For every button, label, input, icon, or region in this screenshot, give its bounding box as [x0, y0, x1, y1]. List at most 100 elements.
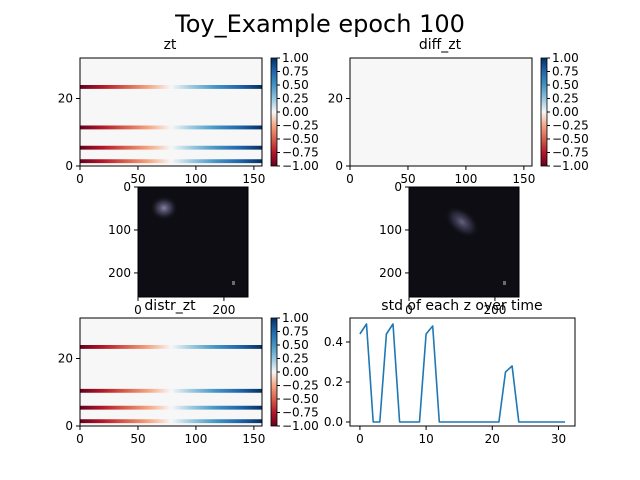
y-tick-label: 0.4: [324, 335, 343, 349]
heatmap-row: [80, 85, 262, 89]
colorbar-tick-label: 0.25: [552, 92, 579, 106]
std-frame: [349, 317, 576, 427]
distr-zt-frame: [79, 317, 263, 427]
heatmap-background: [80, 58, 262, 166]
diff-zt-title: diff_zt: [419, 37, 462, 53]
heatmap-row: [80, 388, 262, 393]
colorbar-tick-label: 0.75: [282, 65, 309, 79]
frame-right-border: [408, 186, 520, 298]
diff-zt-axes: 0 50 100 150 0 20: [328, 92, 536, 187]
frame-right-dot: [503, 281, 506, 285]
frame-left-axes: 0 200 0 100 200: [108, 180, 235, 317]
x-tick-label: 50: [130, 172, 145, 186]
colorbar-tick-label: 1.00: [282, 51, 309, 65]
x-tick-label: 200: [212, 303, 235, 317]
zt-panel: zt 0 50 100 150 0 20 1.000.750.500.250.00−0.2…: [58, 37, 319, 186]
zt-heatmap: [80, 58, 262, 166]
y-tick-label: 0.0: [324, 415, 343, 429]
x-tick-label: 100: [454, 172, 477, 186]
colorbar-tick-label: −0.50: [282, 392, 319, 406]
heatmap-row: [80, 159, 262, 164]
colorbar-tick-label: −0.50: [552, 132, 589, 146]
heatmap-row: [80, 419, 262, 424]
y-tick-label: 0: [335, 159, 343, 173]
colorbar-tick-label: 0.25: [282, 92, 309, 106]
x-tick-label: 0: [346, 172, 354, 186]
colorbar-tick-label: 0.00: [282, 105, 309, 119]
frame-left-dot: [232, 281, 235, 285]
frame-right-axes: 0 200 0 100 200: [379, 180, 506, 317]
distr-zt-heatmap: [80, 318, 262, 426]
colorbar-tick-label: 0.25: [282, 352, 309, 366]
figure-suptitle: Toy_Example epoch 100: [174, 10, 465, 38]
y-tick-label: 20: [328, 92, 343, 106]
zt-title: zt: [164, 37, 177, 53]
zt-colorbar: 1.000.750.500.250.00−0.25−0.50−0.75−1.00: [270, 51, 319, 173]
colorbar-tick-label: 0.75: [282, 325, 309, 339]
heatmap-row: [80, 405, 262, 410]
x-tick-label: 150: [242, 432, 265, 446]
frame-left-border: [137, 186, 249, 298]
y-tick-label: 0: [394, 180, 402, 194]
colorbar-gradient: [270, 317, 278, 427]
colorbar-tick-label: −0.25: [282, 379, 319, 393]
distr-zt-colorbar: 1.000.750.500.250.00−0.25−0.50−0.75−1.00: [270, 311, 319, 433]
x-tick-label: 50: [130, 432, 145, 446]
y-tick-label: 20: [58, 352, 73, 366]
x-tick-label: 100: [184, 432, 207, 446]
heatmap-background: [80, 318, 262, 426]
frame-right-image: [409, 187, 519, 297]
y-tick-label: 200: [108, 266, 131, 280]
colorbar-tick-label: 0.75: [552, 65, 579, 79]
heatmap-background: [350, 58, 532, 166]
std-panel: std of each z over time 0 10 20 30 0.0 0.2 0.4: [324, 298, 576, 446]
colorbar-tick-label: 0.00: [552, 105, 579, 119]
x-tick-label: 0: [76, 172, 84, 186]
y-tick-label: 0: [65, 159, 73, 173]
colorbar-tick-label: −0.50: [282, 132, 319, 146]
x-tick-label: 100: [184, 172, 207, 186]
colorbar-tick-label: −0.75: [282, 406, 319, 420]
heatmap-row: [80, 125, 262, 130]
colorbar-gradient: [270, 57, 278, 167]
colorbar-tick-label: −0.75: [282, 146, 319, 160]
heatmap-row: [80, 345, 262, 349]
std-title: std of each z over time: [381, 298, 542, 314]
colorbar-tick-label: −0.25: [282, 119, 319, 133]
x-tick-label: 0: [134, 303, 142, 317]
x-tick-label: 20: [485, 432, 500, 446]
x-tick-label: 200: [483, 303, 506, 317]
colorbar-tick-label: −1.00: [282, 419, 319, 433]
frame-left-blob: [150, 196, 178, 220]
zt-frame: [79, 57, 263, 167]
distr-zt-axes: 0 50 100 150 0 20: [58, 352, 266, 447]
colorbar-tick-label: −1.00: [552, 159, 589, 173]
colorbar-tick-label: 1.00: [282, 311, 309, 325]
colorbar-tick-label: −1.00: [282, 159, 319, 173]
x-tick-label: 10: [418, 432, 433, 446]
std-axes: 0 10 20 30 0.0 0.2 0.4: [324, 335, 566, 446]
x-tick-label: 0: [356, 432, 364, 446]
diff-zt-panel: diff_zt 0 50 100 150 0 20 1.000.750.500.250.0…: [328, 37, 589, 186]
diff-zt-frame: [349, 57, 533, 167]
colorbar-tick-label: 0.50: [552, 78, 579, 92]
y-tick-label: 0: [65, 419, 73, 433]
x-tick-label: 0: [405, 303, 413, 317]
colorbar-tick-label: 0.50: [282, 338, 309, 352]
y-tick-label: 0: [123, 180, 131, 194]
y-tick-label: 20: [58, 92, 73, 106]
x-tick-label: 0: [76, 432, 84, 446]
x-tick-label: 50: [400, 172, 415, 186]
colorbar-tick-label: 0.50: [282, 78, 309, 92]
frame-left-panel: 0 200 0 100 200: [108, 180, 249, 317]
x-tick-label: 150: [242, 172, 265, 186]
frame-right-blob: [444, 206, 480, 238]
colorbar-tick-label: 0.00: [282, 365, 309, 379]
colorbar-tick-label: −0.25: [552, 119, 589, 133]
colorbar-gradient: [540, 57, 548, 167]
zt-axes: 0 50 100 150 0 20: [58, 92, 266, 187]
y-tick-label: 200: [379, 266, 402, 280]
